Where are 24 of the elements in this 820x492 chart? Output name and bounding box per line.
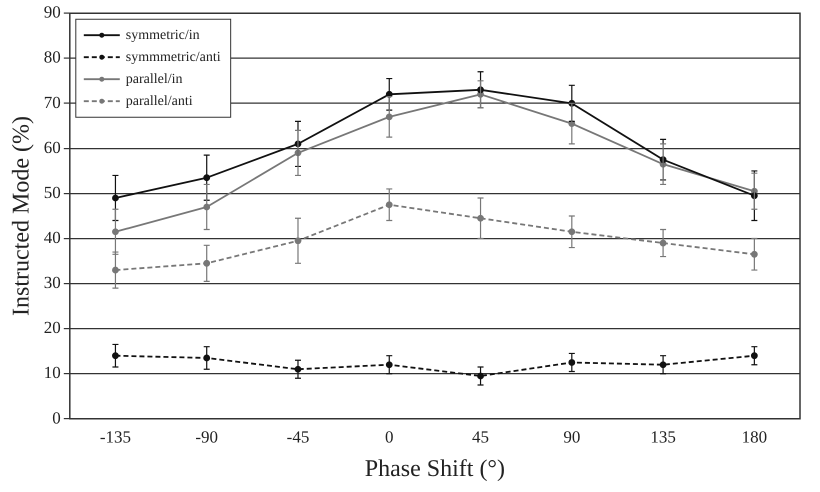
x-tick-label: -90 [195, 427, 218, 446]
y-tick-label: 70 [44, 92, 61, 112]
x-tick-label: 45 [472, 427, 490, 446]
legend-label: symmmetric/anti [126, 50, 221, 65]
y-tick-label: 50 [44, 182, 61, 202]
legend-label: parallel/anti [126, 94, 193, 109]
y-tick-label: 40 [44, 228, 61, 247]
y-tick-label: 20 [44, 318, 61, 338]
x-tick-label: 135 [650, 427, 676, 446]
y-tick-label: 60 [44, 138, 61, 157]
x-tick-label: -45 [286, 427, 310, 446]
x-tick-label: -135 [100, 427, 132, 446]
y-tick-label: 30 [44, 273, 61, 292]
y-tick-label: 0 [52, 408, 61, 428]
y-tick-label: 10 [44, 363, 61, 382]
legend-label: symmetric/in [126, 28, 200, 43]
x-tick-label: 0 [385, 427, 394, 446]
y-tick-label: 90 [44, 2, 61, 22]
x-axis-title: Phase Shift (°) [364, 456, 506, 482]
x-tick-label: 90 [563, 427, 580, 446]
x-tick-label: 180 [742, 427, 768, 446]
y-tick-label: 80 [44, 48, 61, 67]
legend-label: parallel/in [126, 72, 183, 87]
y-axis-title: Instructed Mode (%) [8, 116, 35, 316]
